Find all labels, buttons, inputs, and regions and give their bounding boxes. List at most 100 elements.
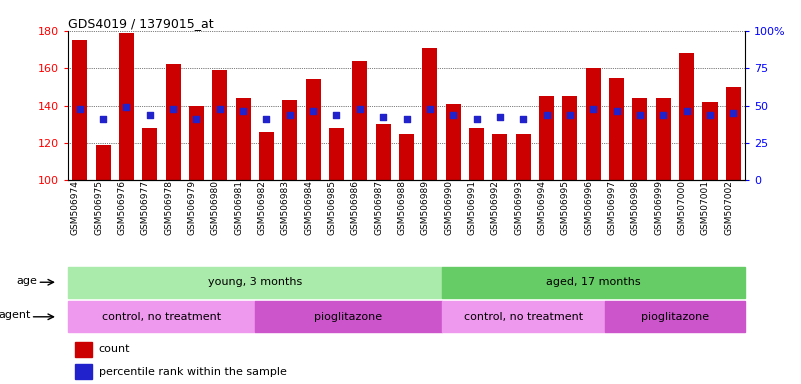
Point (493, 114, 506, 120)
Point (284, 112, 296, 118)
Bar (632, 98, 647, 180)
Point (563, 112, 576, 118)
Point (237, 108, 250, 114)
Bar (68, 267, 441, 298)
Point (517, 116, 529, 122)
Text: GSM506975: GSM506975 (94, 180, 103, 235)
Point (657, 112, 670, 118)
Text: pioglitazone: pioglitazone (314, 312, 382, 322)
Bar (119, 33, 134, 180)
Text: pioglitazone: pioglitazone (641, 312, 709, 322)
Point (447, 112, 460, 118)
Bar (493, 134, 508, 180)
Text: young, 3 months: young, 3 months (207, 277, 302, 287)
Point (307, 108, 320, 114)
Text: aged, 17 months: aged, 17 months (546, 277, 641, 287)
Bar (469, 128, 484, 180)
Text: GSM506978: GSM506978 (164, 180, 173, 235)
Bar (586, 68, 601, 180)
Point (260, 116, 273, 122)
Point (213, 106, 226, 113)
Point (376, 114, 389, 120)
Bar (656, 98, 670, 180)
Bar (72, 40, 87, 180)
Point (470, 116, 483, 122)
Point (74, 106, 87, 113)
Text: GSM506977: GSM506977 (141, 180, 150, 235)
Text: GSM506987: GSM506987 (374, 180, 383, 235)
Text: GSM506994: GSM506994 (537, 180, 546, 235)
Text: GSM506993: GSM506993 (514, 180, 523, 235)
Text: GSM507001: GSM507001 (701, 180, 710, 235)
Bar (422, 48, 437, 180)
Text: GSM507000: GSM507000 (678, 180, 686, 235)
Bar (235, 98, 251, 180)
Bar (95, 145, 111, 180)
Bar (516, 134, 531, 180)
Bar (259, 132, 274, 180)
Text: GSM506984: GSM506984 (304, 180, 313, 235)
Text: GSM506981: GSM506981 (234, 180, 244, 235)
Bar (74, 342, 92, 356)
Text: GSM506979: GSM506979 (187, 180, 196, 235)
Point (353, 106, 366, 113)
Text: GDS4019 / 1379015_at: GDS4019 / 1379015_at (68, 17, 214, 30)
Bar (255, 301, 441, 332)
Text: GSM506996: GSM506996 (584, 180, 594, 235)
Text: control, no treatment: control, no treatment (102, 312, 221, 322)
Point (424, 106, 437, 113)
Text: GSM506991: GSM506991 (468, 180, 477, 235)
Bar (352, 61, 368, 180)
Text: GSM506983: GSM506983 (281, 180, 290, 235)
Text: count: count (99, 344, 130, 354)
Text: GSM506982: GSM506982 (257, 180, 267, 235)
Text: GSM506985: GSM506985 (328, 180, 336, 235)
Bar (605, 301, 745, 332)
Text: control, no treatment: control, no treatment (464, 312, 583, 322)
Point (143, 112, 156, 118)
Bar (562, 96, 578, 180)
Point (97, 116, 110, 122)
Point (330, 112, 343, 118)
Text: GSM506995: GSM506995 (561, 180, 570, 235)
Point (120, 104, 133, 111)
Point (400, 116, 413, 122)
Text: GSM506988: GSM506988 (397, 180, 406, 235)
Bar (74, 364, 92, 379)
Bar (539, 96, 554, 180)
Bar (166, 65, 181, 180)
Text: GSM507002: GSM507002 (724, 180, 733, 235)
Bar (441, 267, 745, 298)
Bar (702, 102, 718, 180)
Point (634, 112, 646, 118)
Bar (399, 134, 414, 180)
Bar (726, 87, 741, 180)
Bar (445, 104, 461, 180)
Bar (305, 79, 320, 180)
Text: GSM506986: GSM506986 (351, 180, 360, 235)
Point (703, 112, 716, 118)
Point (540, 112, 553, 118)
Text: agent: agent (0, 310, 30, 320)
Bar (68, 301, 255, 332)
Bar (189, 106, 204, 180)
Point (727, 110, 739, 116)
Text: GSM506989: GSM506989 (421, 180, 430, 235)
Bar (212, 70, 227, 180)
Bar (329, 128, 344, 180)
Bar (282, 100, 297, 180)
Point (167, 106, 179, 113)
Text: percentile rank within the sample: percentile rank within the sample (99, 366, 287, 377)
Bar (679, 53, 694, 180)
Text: GSM506992: GSM506992 (491, 180, 500, 235)
Point (190, 116, 203, 122)
Point (587, 106, 600, 113)
Text: GSM506999: GSM506999 (654, 180, 663, 235)
Text: GSM506990: GSM506990 (445, 180, 453, 235)
Text: GSM506980: GSM506980 (211, 180, 219, 235)
Bar (609, 78, 624, 180)
Bar (143, 128, 157, 180)
Text: GSM506998: GSM506998 (631, 180, 640, 235)
Text: age: age (17, 275, 38, 286)
Text: GSM506976: GSM506976 (118, 180, 127, 235)
